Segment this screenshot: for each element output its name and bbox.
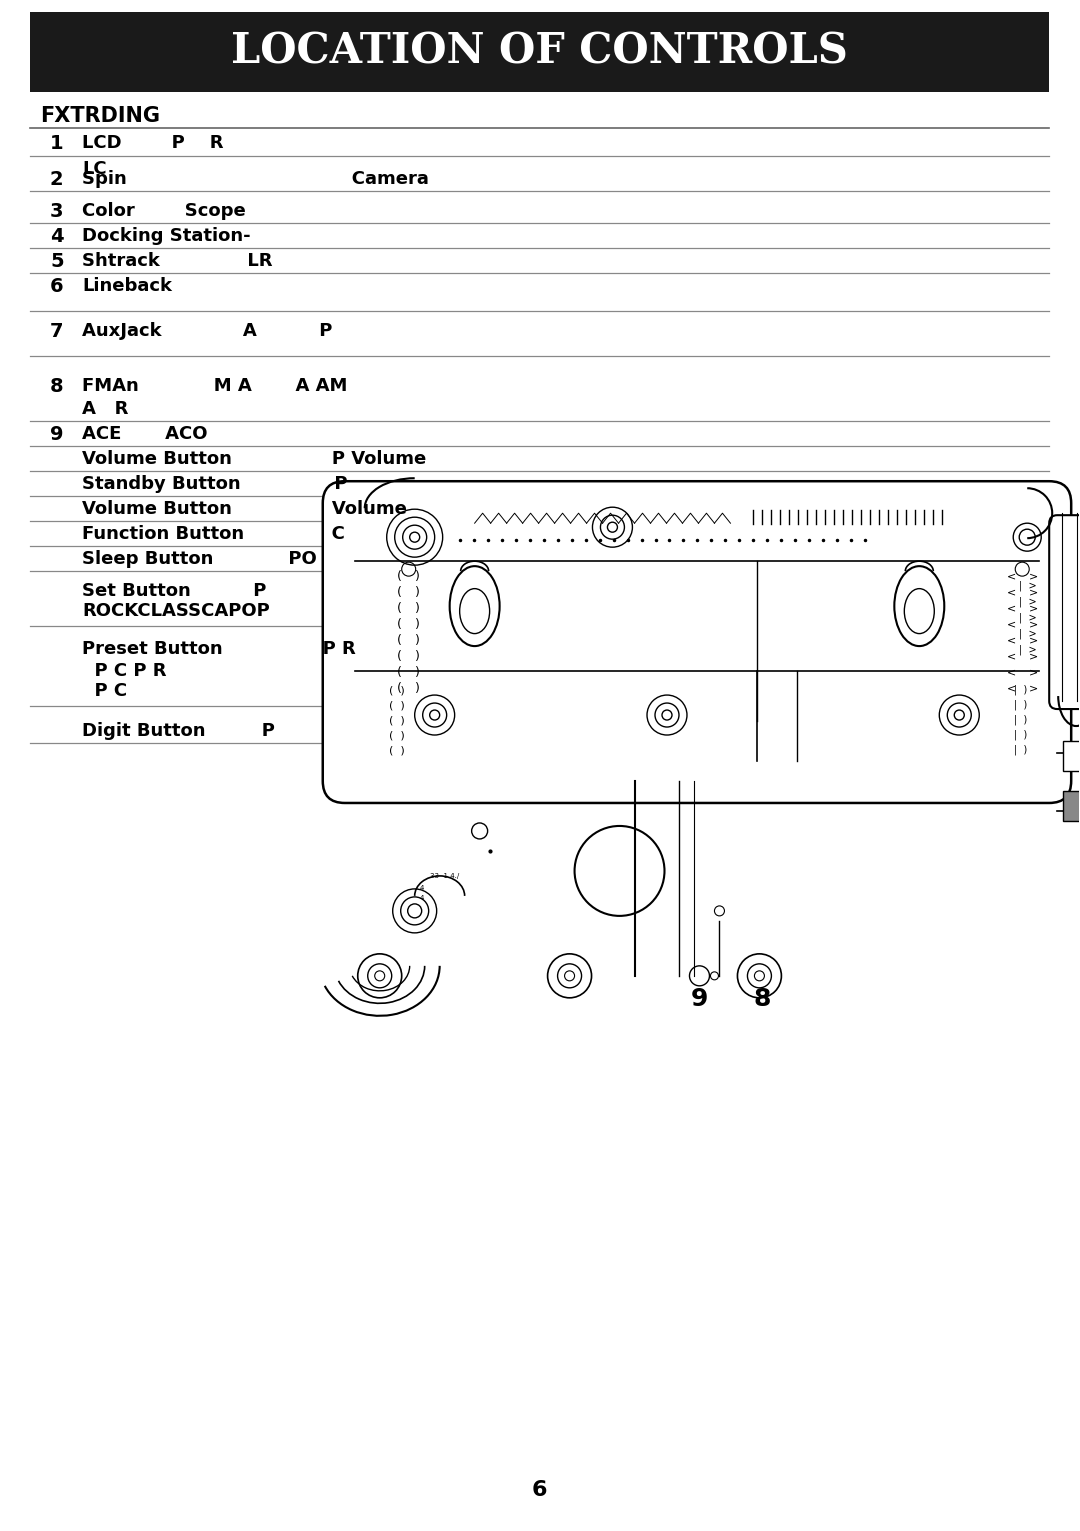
Text: ): ) (415, 602, 420, 614)
Text: (: ( (397, 570, 402, 583)
Text: |  ): | ) (1014, 684, 1027, 695)
Text: Docking Station-: Docking Station- (82, 228, 251, 245)
FancyBboxPatch shape (323, 481, 1071, 802)
Text: ): ) (415, 570, 420, 583)
FancyBboxPatch shape (1049, 516, 1080, 709)
Bar (30, 12, 1049, 92)
Text: (  ): ( ) (389, 700, 405, 710)
Text: 7: 7 (1062, 741, 1079, 766)
Text: (: ( (397, 602, 402, 614)
Text: 8: 8 (754, 987, 771, 1010)
Text: 9: 9 (50, 424, 64, 444)
Text: 4: 4 (420, 885, 424, 891)
Text: <: < (1007, 635, 1016, 645)
Text: ): ) (415, 649, 420, 663)
Text: <: < (1007, 619, 1016, 629)
Text: 4: 4 (50, 227, 64, 246)
Text: <: < (1007, 668, 1016, 677)
Text: (: ( (397, 666, 402, 678)
Bar (1063, 792, 1080, 821)
Text: (  ): ( ) (389, 684, 405, 695)
Text: >: > (1028, 635, 1038, 645)
Text: <: < (1007, 651, 1016, 661)
Text: Set Button          P: Set Button P (82, 582, 267, 600)
Text: (: ( (397, 681, 402, 695)
Text: Volume Button                Volume: Volume Button Volume (82, 501, 407, 517)
Text: Standby Button               P: Standby Button P (82, 475, 348, 493)
Text: ): ) (415, 617, 420, 631)
Text: ): ) (415, 666, 420, 678)
Text: (  ): ( ) (389, 730, 405, 739)
Text: >: > (1028, 668, 1038, 677)
Text: (: ( (397, 617, 402, 631)
Text: Color        Scope: Color Scope (82, 202, 245, 220)
Text: LC: LC (82, 161, 107, 179)
Text: LCD        P    R: LCD P R (82, 135, 224, 153)
Text: Spin                                    Camera: Spin Camera (82, 170, 429, 188)
Text: 9: 9 (691, 987, 708, 1010)
Text: Lineback: Lineback (82, 277, 172, 295)
Text: |  >: | > (1020, 612, 1037, 623)
Text: ): ) (415, 586, 420, 599)
Text: |  >: | > (1020, 645, 1037, 655)
Text: ACE       ACO: ACE ACO (82, 426, 207, 444)
Text: >: > (1028, 683, 1038, 694)
Text: 5: 5 (50, 253, 64, 271)
Text: Digit Button         P: Digit Button P (82, 723, 274, 739)
Text: |  ): | ) (1014, 730, 1027, 741)
Text: 6: 6 (531, 1480, 548, 1500)
Text: 8: 8 (50, 377, 64, 397)
Text: FXTRDING: FXTRDING (40, 107, 160, 127)
Text: <: < (1007, 586, 1016, 597)
Text: |  ): | ) (1014, 700, 1027, 710)
Text: (: ( (397, 634, 402, 646)
Text: FMAn            M A       A AM: FMAn M A A AM (82, 377, 348, 395)
Text: ): ) (415, 681, 420, 695)
Text: Sleep Button            PO: Sleep Button PO (82, 550, 316, 568)
Text: >: > (1028, 586, 1038, 597)
Text: |  >: | > (1020, 597, 1037, 608)
Text: 7: 7 (50, 322, 64, 341)
Text: <: < (1007, 603, 1016, 612)
Text: (: ( (397, 649, 402, 663)
Text: (: ( (397, 586, 402, 599)
Text: (  ): ( ) (389, 746, 405, 755)
Text: 33  1 4./: 33 1 4./ (430, 873, 459, 879)
Text: |  >: | > (1020, 580, 1037, 591)
Text: >: > (1028, 603, 1038, 612)
Text: <: < (1007, 683, 1016, 694)
Text: |  ): | ) (1014, 715, 1027, 726)
Text: LOCATION OF CONTROLS: LOCATION OF CONTROLS (231, 31, 848, 72)
Text: >: > (1028, 571, 1038, 582)
Bar (1063, 741, 1080, 772)
Text: 3: 3 (50, 202, 64, 220)
Text: |  ): | ) (1014, 744, 1027, 755)
Text: 6: 6 (50, 277, 64, 295)
Text: 2: 2 (50, 170, 64, 188)
Text: 4: 4 (420, 896, 424, 900)
Text: ROCKCLASSCAPOP: ROCKCLASSCAPOP (82, 602, 270, 620)
Text: >: > (1028, 651, 1038, 661)
Text: ): ) (415, 634, 420, 646)
Text: Preset Button                P R: Preset Button P R (82, 640, 355, 658)
Text: >: > (1028, 619, 1038, 629)
Text: Function Button              C: Function Button C (82, 525, 345, 544)
Text: 6: 6 (1062, 799, 1079, 824)
Text: <: < (1007, 571, 1016, 582)
Text: P C: P C (82, 681, 127, 700)
Text: Volume Button                P Volume: Volume Button P Volume (82, 450, 427, 468)
Text: P C P R: P C P R (82, 661, 166, 680)
Text: |  >: | > (1020, 629, 1037, 640)
Text: 1: 1 (50, 135, 64, 153)
Text: Shtrack              LR: Shtrack LR (82, 253, 272, 271)
Text: A   R: A R (82, 400, 129, 418)
Text: AuxJack             A          P: AuxJack A P (82, 323, 333, 340)
Text: (  ): ( ) (389, 715, 405, 726)
